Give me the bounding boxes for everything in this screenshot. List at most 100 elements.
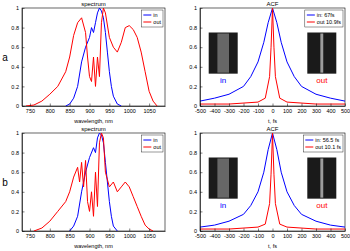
tick: 1 [16, 5, 25, 11]
tick: 950 [105, 104, 114, 114]
y-axis: 00.20.40.60.81 [189, 5, 202, 109]
tick: 0.8 [189, 150, 202, 156]
tick: 0.2 [189, 84, 202, 90]
tick-mark [215, 104, 216, 107]
axis-line [22, 134, 23, 232]
tick-label: -400 [209, 108, 220, 114]
y-axis: 00.20.40.60.81 [11, 130, 24, 234]
tick-mark [331, 229, 332, 232]
tick-mark [273, 229, 274, 232]
tick-mark [22, 106, 25, 107]
legend-swatch [305, 147, 313, 148]
tick-mark [22, 8, 25, 9]
legend-label: out [153, 19, 161, 25]
tick-label: 0.6 [11, 44, 19, 50]
tick-label: -400 [209, 233, 220, 239]
tick-mark [129, 104, 130, 107]
tick-mark [50, 104, 51, 107]
y-axis: 00.20.40.60.81 [189, 130, 202, 234]
inset-label: out [316, 201, 328, 210]
tick-mark [200, 86, 203, 87]
tick-label: -200 [238, 233, 249, 239]
tick-mark [22, 67, 25, 68]
legend-label: out 10.9fs [317, 19, 341, 25]
tick-mark [287, 229, 288, 232]
tick: 400 [326, 229, 335, 239]
tick-label: 1 [194, 130, 197, 136]
legend-box [305, 10, 343, 27]
lines [26, 8, 157, 106]
tick: 0.8 [11, 150, 24, 156]
inset-label: out [316, 76, 328, 85]
tick-mark [200, 211, 203, 212]
tick: 850 [66, 104, 75, 114]
tick-label: 1 [16, 130, 19, 136]
tick: 0 [194, 228, 203, 234]
inset-image [209, 33, 238, 74]
legend: in: 56.5 fsout 10.1 fs [303, 135, 343, 152]
tick-mark [244, 229, 245, 232]
tick: 100 [283, 104, 292, 114]
legend: inout [141, 10, 163, 27]
legend-box [141, 135, 163, 152]
plot-frame [200, 133, 345, 231]
tick-mark [302, 229, 303, 232]
tick-label: 900 [85, 233, 94, 239]
tick-label: 0.4 [11, 189, 19, 195]
tick: 800 [46, 229, 55, 239]
tick-mark [200, 172, 203, 173]
tick-label: 500 [341, 233, 350, 239]
tick: 200 [297, 229, 306, 239]
tick-mark [200, 231, 203, 232]
axis-line [201, 106, 346, 107]
inset-label: in [220, 76, 226, 85]
tick-label: 850 [66, 233, 75, 239]
tick-mark [22, 28, 25, 29]
tick-label: 0.6 [189, 44, 197, 50]
tick-mark [258, 104, 259, 107]
tick: 0.4 [11, 64, 24, 70]
tick-label: 0.8 [11, 25, 19, 31]
tick-mark [22, 86, 25, 87]
series-line [200, 133, 345, 229]
tick: 0 [271, 104, 274, 114]
x-axis-label: t, fs [268, 118, 277, 124]
tick-mark [149, 229, 150, 232]
tick-label: 1050 [143, 233, 155, 239]
tick: 1000 [124, 229, 136, 239]
tick-label: 0.6 [11, 169, 19, 175]
tick-label: 100 [283, 233, 292, 239]
tick: 500 [341, 229, 350, 239]
tick-label: 0 [16, 228, 19, 234]
tick-label: 1 [16, 5, 19, 11]
plot-frame [200, 8, 345, 106]
inset-image [307, 158, 336, 199]
tick-mark [30, 104, 31, 107]
legend-swatch [307, 15, 315, 16]
legend: in: 67fsout 10.9fs [305, 10, 343, 27]
tick-mark [50, 229, 51, 232]
x-axis-label: wavelength, nm [73, 243, 113, 249]
inset-streak [320, 159, 323, 198]
chart-title: ACF [267, 126, 279, 132]
figure: 7508008509009501000105000.20.40.60.81spe… [0, 0, 350, 251]
tick: 0 [16, 103, 25, 109]
axis-line [23, 231, 166, 232]
tick-mark [70, 229, 71, 232]
tick-mark [200, 8, 203, 9]
tick-mark [316, 229, 317, 232]
legend-swatch [305, 140, 313, 141]
tick: 200 [297, 104, 306, 114]
legend-label: out 10.1 fs [315, 144, 341, 150]
legend: inout [141, 135, 163, 152]
tick-mark [215, 229, 216, 232]
tick-label: 0.2 [189, 209, 197, 215]
series-line [200, 8, 345, 104]
tick-label: 800 [46, 108, 55, 114]
tick-mark [30, 229, 31, 232]
tick-label: 300 [312, 233, 321, 239]
axis-line [200, 9, 201, 107]
tick: 300 [312, 104, 321, 114]
legend-box [141, 10, 163, 27]
tick: 750 [26, 104, 35, 114]
